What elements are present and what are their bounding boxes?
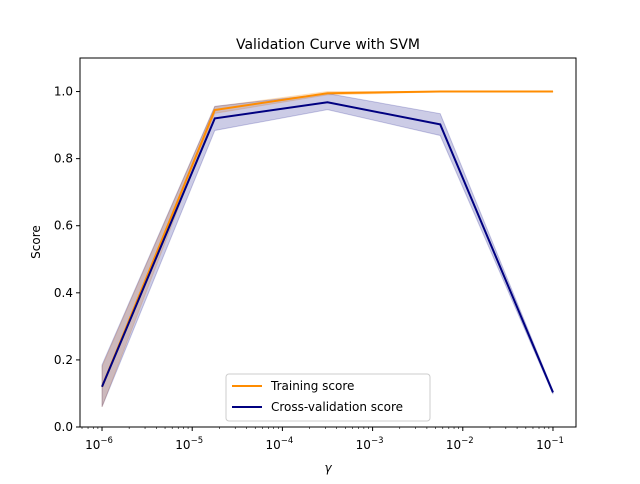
x-tick-label: 10−6	[85, 436, 113, 452]
x-tick-label: 10−2	[446, 436, 474, 452]
plot-frame	[80, 58, 576, 427]
std-band-1	[102, 94, 553, 407]
y-tick-label: 0.6	[54, 219, 73, 233]
x-axis-label: γ	[324, 461, 332, 475]
y-tick-label: 0.4	[54, 286, 73, 300]
y-tick-label: 0.8	[54, 152, 73, 166]
series-line-1	[102, 102, 553, 392]
x-tick-label: 10−3	[356, 436, 384, 452]
x-tick-label: 10−1	[536, 436, 564, 452]
y-tick-label: 0.0	[54, 420, 73, 434]
y-axis-label: Score	[29, 225, 43, 259]
y-tick-label: 1.0	[54, 85, 73, 99]
x-tick-label: 10−4	[265, 436, 293, 452]
std-band-0	[102, 92, 553, 407]
chart-title: Validation Curve with SVM	[236, 37, 420, 53]
x-tick-label: 10−5	[175, 436, 203, 452]
legend: Training score Cross-validation score	[226, 374, 430, 421]
legend-label: Cross-validation score	[271, 400, 403, 414]
y-tick-label: 0.2	[54, 353, 73, 367]
legend-label: Training score	[270, 379, 354, 393]
